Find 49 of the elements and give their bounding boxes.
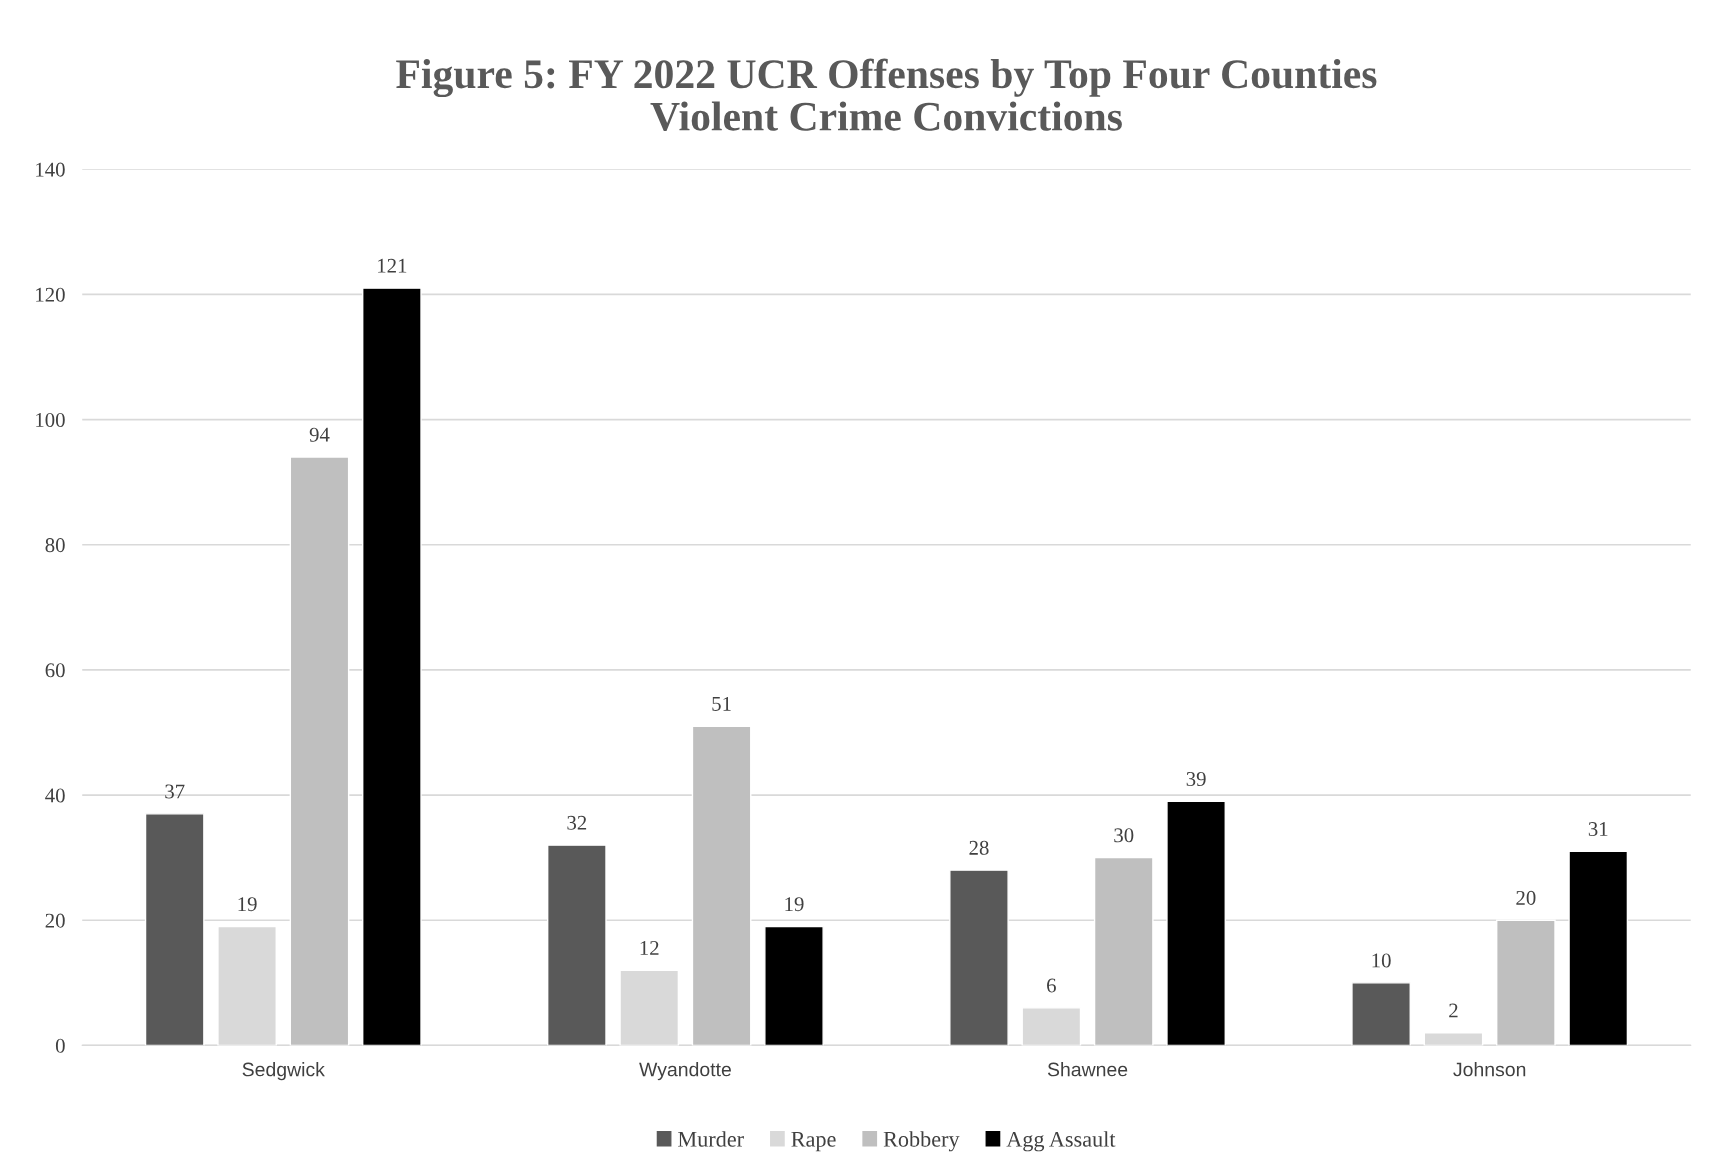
bar <box>217 925 277 1046</box>
bar <box>1496 919 1556 1046</box>
data-label: 10 <box>1372 953 1391 968</box>
bar <box>1423 1032 1484 1046</box>
bar <box>1166 800 1226 1046</box>
y-tick-label: 100 <box>36 412 65 427</box>
data-label: 121 <box>378 258 407 273</box>
bar <box>1351 982 1411 1046</box>
y-tick-label: 60 <box>45 663 65 678</box>
data-label: 19 <box>238 897 257 912</box>
x-tick-label: Shawnee <box>1047 1062 1128 1077</box>
data-label: 20 <box>1516 890 1536 905</box>
bar <box>144 813 205 1046</box>
bar <box>619 969 680 1046</box>
y-tick-label: 40 <box>45 788 65 803</box>
y-tick-label: 0 <box>55 1038 65 1053</box>
data-label: 32 <box>567 815 587 830</box>
data-label: 12 <box>640 940 659 955</box>
legend-label: Murder <box>678 1131 744 1147</box>
data-label: 51 <box>712 696 731 711</box>
legend-label: Agg Assault <box>1006 1131 1116 1152</box>
chart-title: Figure 5: FY 2022 UCR Offenses by Top Four Counties Violent Crime Convictions <box>396 58 1377 131</box>
data-label: 94 <box>309 427 330 442</box>
bar <box>691 725 752 1046</box>
y-tick-label: 120 <box>36 287 65 302</box>
data-label: 30 <box>1114 828 1134 843</box>
data-label: 28 <box>969 840 989 855</box>
data-label: 19 <box>785 897 804 912</box>
data-label: 6 <box>1047 978 1056 993</box>
data-label: 31 <box>1588 822 1608 837</box>
y-tick-label: 80 <box>45 538 65 553</box>
bar <box>1093 856 1154 1046</box>
data-label: 37 <box>165 784 185 799</box>
bar <box>362 287 422 1046</box>
bar <box>1021 1007 1082 1046</box>
legend-label: Rape <box>791 1132 836 1152</box>
bar <box>1568 850 1629 1046</box>
y-tick-label: 140 <box>36 162 65 177</box>
bar <box>764 925 824 1046</box>
bar <box>949 869 1009 1046</box>
data-label: 39 <box>1186 771 1206 786</box>
legend-label: Robbery <box>883 1131 960 1152</box>
x-tick-label: Wyandotte <box>639 1062 731 1081</box>
bar <box>289 456 350 1046</box>
x-tick-label: Sedgwick <box>242 1062 325 1081</box>
y-tick-label: 20 <box>45 913 65 928</box>
x-tick-label: Johnson <box>1453 1062 1526 1077</box>
data-label: 2 <box>1449 1003 1458 1018</box>
bar <box>546 844 607 1046</box>
